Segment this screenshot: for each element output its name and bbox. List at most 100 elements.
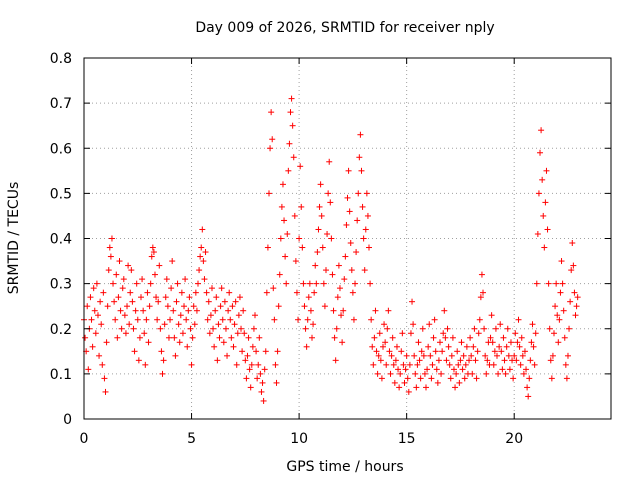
data-point <box>92 330 99 337</box>
data-point <box>537 149 544 156</box>
data-point <box>563 375 570 382</box>
data-point <box>105 267 112 274</box>
data-point <box>555 339 562 346</box>
data-point <box>435 357 442 364</box>
data-point <box>503 343 510 350</box>
data-point <box>248 361 255 368</box>
data-point <box>235 312 242 319</box>
data-point <box>316 203 323 210</box>
data-point <box>364 212 371 219</box>
data-point <box>298 203 305 210</box>
data-point <box>420 352 427 359</box>
data-point <box>483 370 490 377</box>
data-point <box>541 244 548 251</box>
data-point <box>448 352 455 359</box>
data-point <box>293 289 300 296</box>
data-point <box>450 366 457 373</box>
data-point <box>362 226 369 233</box>
data-point <box>185 307 192 314</box>
data-point <box>385 307 392 314</box>
data-point <box>514 339 521 346</box>
data-point <box>90 285 97 292</box>
data-point <box>570 262 577 269</box>
data-point <box>441 307 448 314</box>
data-point <box>175 321 182 328</box>
data-point <box>567 298 574 305</box>
data-point <box>497 321 504 328</box>
data-point <box>433 366 440 373</box>
data-point <box>214 357 221 364</box>
data-point <box>532 330 539 337</box>
data-point <box>393 343 400 350</box>
data-point <box>192 289 199 296</box>
data-point <box>511 352 518 359</box>
data-point <box>472 357 479 364</box>
data-point <box>553 280 560 287</box>
data-point <box>97 298 104 305</box>
data-point <box>419 325 426 332</box>
data-point <box>108 235 115 242</box>
data-point <box>379 343 386 350</box>
data-point <box>98 321 105 328</box>
data-point <box>261 366 268 373</box>
data-point <box>445 343 452 350</box>
data-point <box>560 307 567 314</box>
y-tick-label: 0.6 <box>50 141 72 157</box>
chart-title: Day 009 of 2026, SRMTID for receiver npl… <box>195 20 494 36</box>
data-point <box>378 375 385 382</box>
data-point <box>238 325 245 332</box>
data-point <box>519 352 526 359</box>
data-point <box>224 352 231 359</box>
data-point <box>430 334 437 341</box>
data-point <box>471 325 478 332</box>
data-point <box>188 361 195 368</box>
data-point <box>469 370 476 377</box>
data-point <box>218 285 225 292</box>
data-point <box>324 230 331 237</box>
data-point <box>493 352 500 359</box>
data-point <box>186 294 193 301</box>
data-point <box>473 375 480 382</box>
data-point <box>88 316 95 323</box>
data-point <box>376 330 383 337</box>
data-point <box>571 289 578 296</box>
data-point <box>272 361 279 368</box>
data-point <box>147 280 154 287</box>
data-point <box>138 294 145 301</box>
data-point <box>401 379 408 386</box>
data-point <box>160 357 167 364</box>
data-point <box>113 271 120 278</box>
data-point <box>562 361 569 368</box>
data-point <box>176 339 183 346</box>
data-point <box>221 298 228 305</box>
data-point <box>476 316 483 323</box>
data-point <box>144 289 151 296</box>
data-point <box>452 384 459 391</box>
data-point <box>289 122 296 129</box>
data-point <box>552 303 559 310</box>
data-point <box>313 280 320 287</box>
data-point <box>285 167 292 174</box>
data-point <box>190 303 197 310</box>
data-point <box>226 289 233 296</box>
data-point <box>331 334 338 341</box>
data-point <box>391 379 398 386</box>
data-point <box>301 303 308 310</box>
data-point <box>439 348 446 355</box>
y-tick-label: 0.4 <box>50 232 72 248</box>
data-point <box>436 339 443 346</box>
data-point <box>418 348 425 355</box>
data-point <box>249 343 256 350</box>
data-point <box>429 361 436 368</box>
data-point <box>197 253 204 260</box>
data-point <box>427 352 434 359</box>
y-tick-label: 0.1 <box>50 367 72 383</box>
data-point <box>322 267 329 274</box>
data-point <box>416 357 423 364</box>
data-point <box>455 361 462 368</box>
data-point <box>386 348 393 355</box>
data-point <box>125 262 132 269</box>
data-point <box>516 343 523 350</box>
data-point <box>102 388 109 395</box>
data-point <box>350 316 357 323</box>
